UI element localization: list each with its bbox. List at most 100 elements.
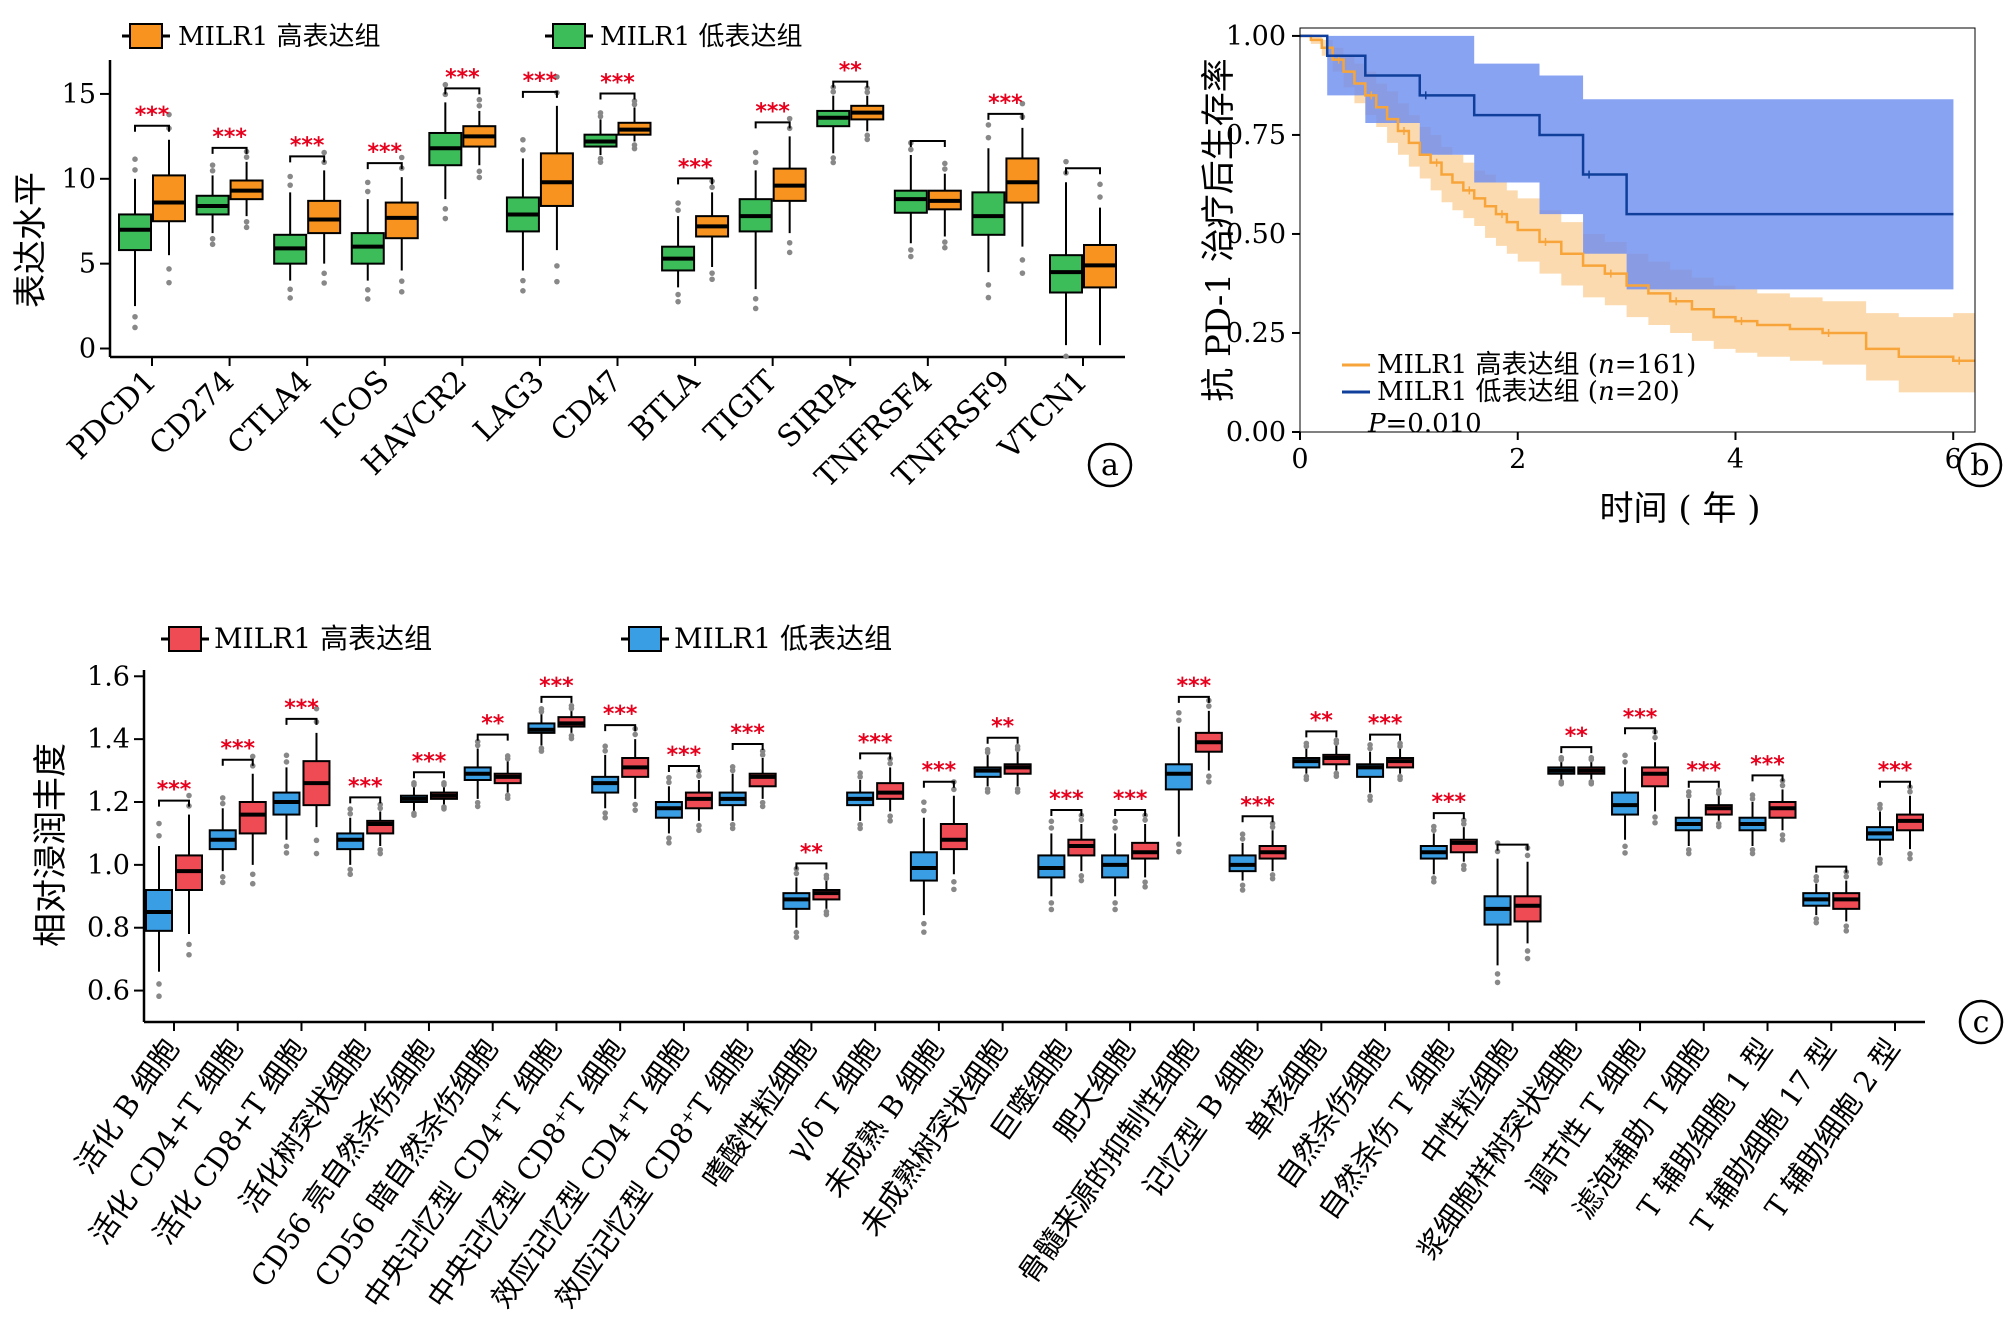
outlier-point [283, 759, 290, 765]
box-pair [1049, 158, 1117, 360]
outlier-point [1524, 955, 1531, 962]
box-high [307, 149, 342, 286]
box-low [816, 84, 851, 166]
outlier-point [1749, 792, 1756, 798]
outlier-point [675, 291, 681, 298]
outlier-point [243, 154, 250, 160]
outlier-point [1622, 759, 1628, 765]
box-pair [1483, 840, 1542, 986]
outlier-point [951, 886, 957, 893]
outlier-point [1588, 780, 1595, 787]
outlier-point [823, 911, 830, 918]
outlier-point [132, 156, 138, 162]
box-iqr [1513, 895, 1542, 923]
box-pair: *** [1356, 712, 1415, 803]
outlier-point [476, 168, 483, 175]
box-pair: *** [1228, 793, 1287, 893]
outlier-point [1019, 270, 1026, 276]
outlier-point [1239, 887, 1246, 893]
outlier-point [1877, 801, 1883, 808]
box-high [462, 96, 497, 181]
significance-stars: *** [1623, 705, 1658, 730]
outlier-point [709, 184, 715, 191]
box-high [927, 160, 962, 251]
outlier-point [1078, 877, 1085, 884]
outlier-point [1558, 780, 1565, 787]
outlier-point [1461, 866, 1467, 873]
panel-a-letter: a [1087, 442, 1133, 488]
outlier-point [985, 122, 992, 128]
outlier-point [942, 244, 948, 251]
box-low [1674, 789, 1703, 857]
box-low [195, 162, 230, 248]
x-tick-label: PDCD1 [61, 364, 164, 467]
box-low [1037, 818, 1066, 913]
box-low [1547, 754, 1576, 787]
significance-stars: ** [481, 712, 505, 737]
box-pair: *** [846, 730, 905, 832]
panel-b-survival: 抗 PD-1 治疗后生存率 时间 ( 年 ) 0 2 4 60.000.250.500… [1199, 21, 2003, 529]
outlier-point [1779, 836, 1786, 843]
outlier-point [729, 825, 736, 832]
box-high [539, 74, 574, 285]
significance-bracket [1065, 167, 1101, 175]
ci-band-low [1300, 35, 1954, 290]
significance-bracket [1560, 746, 1593, 754]
box-low [463, 738, 492, 810]
significance-stars: *** [1432, 790, 1467, 815]
outlier-point [538, 748, 545, 754]
outlier-point [921, 920, 927, 927]
outlier-point [1206, 703, 1212, 709]
significance-bracket [1050, 809, 1083, 816]
outlier-point [476, 103, 483, 109]
outlier-point [1813, 874, 1820, 880]
outlier-point [1907, 851, 1913, 857]
panel-c-letter-text: c [1973, 1005, 1990, 1040]
outlier-point [1843, 873, 1850, 880]
box-low [909, 799, 938, 935]
outlier-point [675, 207, 681, 213]
outlier-point [1142, 817, 1148, 823]
box-high [939, 779, 968, 893]
outlier-point [554, 278, 560, 285]
outlier-point [908, 247, 914, 253]
outlier-point [364, 179, 371, 186]
legend-swatch-a-low [552, 23, 586, 49]
significance-bracket [754, 121, 791, 129]
outlier-point [209, 235, 216, 242]
outlier-point [921, 807, 927, 814]
box-high [557, 702, 586, 742]
outlier-point [951, 786, 957, 793]
significance-stars: *** [412, 749, 447, 774]
significance-bracket [604, 724, 637, 732]
box-low [208, 795, 237, 886]
panel-a-plot-area: ****** *** ****** *** ************** [110, 59, 1125, 366]
outlier-point [313, 850, 320, 857]
box-pair: *** [118, 103, 186, 331]
outlier-point [1494, 971, 1501, 977]
significance-bracket [987, 112, 1024, 120]
outlier-point [249, 880, 256, 887]
outlier-point [156, 820, 162, 827]
box-high [229, 148, 264, 231]
significance-stars: *** [284, 696, 319, 721]
outlier-point [1269, 875, 1276, 882]
legend-label-b-low: MILR1 低表达组 (n=20) [1377, 377, 1680, 407]
box-high [1131, 812, 1160, 890]
outlier-point [752, 305, 759, 312]
significance-bracket [1496, 843, 1529, 851]
significance-stars: *** [730, 721, 765, 746]
box-high [1083, 181, 1117, 346]
box-high [748, 748, 777, 810]
box-pair: *** [909, 759, 968, 935]
outlier-point [132, 324, 138, 331]
significance-stars: *** [1049, 787, 1084, 812]
significance-bracket [731, 743, 764, 750]
box-pair [893, 140, 962, 260]
outlier-point [166, 111, 172, 118]
outlier-point [132, 313, 138, 320]
outlier-point [1843, 928, 1850, 934]
outlier-point [942, 166, 948, 172]
significance-stars: *** [135, 103, 170, 128]
outlier-point [666, 774, 672, 781]
